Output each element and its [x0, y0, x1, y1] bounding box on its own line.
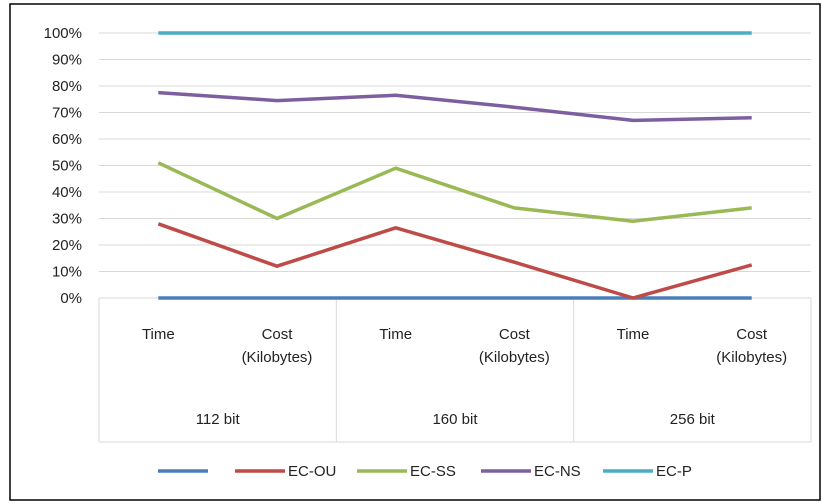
- category-label: (Kilobytes): [479, 349, 550, 366]
- group-label: 112 bit: [196, 411, 241, 428]
- y-tick-label: 30%: [52, 211, 82, 228]
- category-label: (Kilobytes): [242, 349, 313, 366]
- y-tick-label: 40%: [52, 184, 82, 201]
- category-label: Cost: [499, 326, 531, 343]
- y-tick-label: 80%: [52, 78, 82, 95]
- group-label: 160 bit: [432, 411, 478, 428]
- series-lines: [157, 31, 753, 300]
- y-tick-label: 100%: [44, 25, 82, 42]
- y-tick-label: 70%: [52, 105, 82, 122]
- chart-frame: [9, 3, 821, 501]
- legend: EC-OU EC-SS EC-NS EC-P: [158, 463, 692, 480]
- series-line-ec-ou: [157, 222, 753, 300]
- legend-label: EC-NS: [534, 463, 581, 480]
- series-line-ec-ns: [158, 90, 752, 123]
- legend-label: EC-OU: [288, 463, 336, 480]
- category-label: Time: [617, 326, 650, 343]
- x-axis: Time Cost (Kilobytes) Time Cost (Kilobytes) Ti…: [98, 298, 812, 443]
- y-axis-tick-labels: 0% 10% 20% 30% 40% 50% 60% 70% 80% 90% 100%: [44, 25, 82, 307]
- y-tick-label: 90%: [52, 52, 82, 69]
- y-tick-label: 10%: [52, 264, 82, 281]
- group-label: 256 bit: [670, 411, 716, 428]
- category-label: Time: [379, 326, 412, 343]
- series-line-ec-ss: [157, 161, 752, 223]
- y-tick-label: 50%: [52, 158, 82, 175]
- category-label: (Kilobytes): [716, 349, 787, 366]
- y-tick-label: 20%: [52, 237, 82, 254]
- y-tick-label: 60%: [52, 131, 82, 148]
- y-tick-label: 0%: [60, 290, 82, 307]
- legend-label: EC-P: [656, 463, 692, 480]
- category-label: Cost: [262, 326, 294, 343]
- category-label: Time: [142, 326, 175, 343]
- category-label: Cost: [736, 326, 768, 343]
- legend-label: EC-SS: [410, 463, 456, 480]
